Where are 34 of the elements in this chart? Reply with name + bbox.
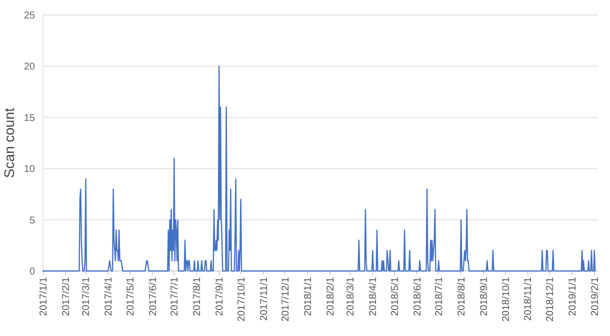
x-tick-label: 2018/9/1 [479, 276, 490, 316]
x-tick-label: 2019/1/1 [567, 276, 578, 316]
x-tick-label: 2018/1/1 [302, 276, 314, 316]
x-tick-label: 2018/12/1 [544, 276, 556, 322]
x-tick-label: 2017/4/1 [104, 276, 115, 316]
x-tick-label: 2017/11/1 [258, 276, 270, 321]
y-tick-label: 25 [24, 10, 36, 22]
x-tick-label: 2017/2/1 [60, 276, 72, 316]
x-tick-label: 2018/10/1 [500, 276, 512, 322]
x-tick-label: 2017/3/1 [81, 276, 92, 316]
x-tick-label: 2018/3/1 [346, 276, 357, 316]
x-tick-label: 2018/7/1 [434, 276, 446, 316]
y-tick-label: 10 [24, 164, 36, 176]
y-tick-label: 5 [29, 215, 36, 226]
x-tick-label: 2017/1/1 [38, 276, 50, 316]
y-tick-label: 0 [29, 266, 36, 278]
x-tick-label: 2018/8/1 [456, 276, 468, 316]
x-tick-label: 2017/7/1 [170, 276, 181, 316]
y-tick-label: 15 [24, 112, 36, 124]
x-tick-label: 2019/2/1 [590, 276, 601, 316]
x-tick-label: 2018/6/1 [412, 276, 424, 316]
x-tick-label: 2018/4/1 [368, 276, 380, 316]
y-axis-title: Scan count [1, 108, 17, 178]
x-tick-label: 2018/2/1 [325, 276, 336, 316]
y-tick-label: 20 [24, 62, 36, 73]
x-tick-label: 2017/12/1 [280, 276, 292, 322]
x-tick-label: 2017/6/1 [148, 276, 159, 316]
x-tick-label: 2017/10/1 [236, 276, 248, 322]
x-tick-label: 2017/9/1 [214, 276, 226, 316]
x-tick-label: 2017/8/1 [192, 276, 204, 316]
x-tick-label: 2018/11/1 [523, 276, 534, 321]
line-series [42, 66, 596, 272]
x-tick-label: 2018/5/1 [390, 276, 401, 316]
x-tick-label: 2017/5/1 [125, 276, 136, 316]
